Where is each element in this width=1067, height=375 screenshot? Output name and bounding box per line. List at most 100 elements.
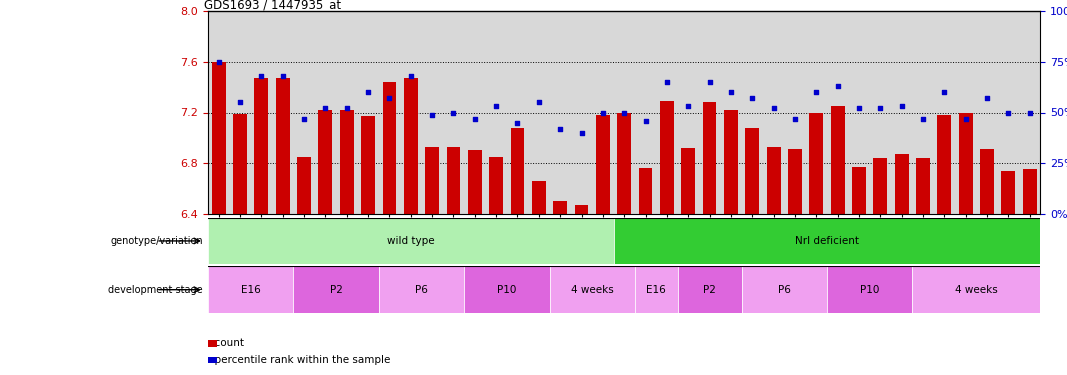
Bar <box>361 116 376 214</box>
Point <box>616 110 633 116</box>
Point <box>701 79 718 85</box>
Text: count: count <box>208 338 244 348</box>
Text: 4 weeks: 4 weeks <box>955 285 998 295</box>
Point <box>296 116 313 122</box>
Point <box>808 89 825 95</box>
Bar <box>297 157 312 214</box>
Bar <box>787 149 802 214</box>
Text: E16: E16 <box>241 285 260 295</box>
Point <box>637 118 654 124</box>
Point <box>488 104 505 110</box>
Point <box>594 110 611 116</box>
Point <box>402 73 419 79</box>
Bar <box>467 150 482 214</box>
Bar <box>464 266 550 313</box>
Bar <box>1022 170 1036 214</box>
Bar <box>208 266 293 313</box>
Bar <box>810 112 824 214</box>
Bar <box>912 266 1040 313</box>
Point <box>978 95 996 101</box>
Text: genotype/variation: genotype/variation <box>110 236 203 246</box>
Point <box>552 126 569 132</box>
Point <box>658 79 675 85</box>
Text: P2: P2 <box>703 285 716 295</box>
Bar <box>980 149 994 214</box>
Bar <box>208 217 614 264</box>
Point <box>957 116 974 122</box>
Bar <box>404 78 418 214</box>
Bar <box>724 110 738 214</box>
Point <box>829 83 846 89</box>
Bar <box>382 82 397 214</box>
Bar <box>595 115 610 214</box>
Bar <box>379 266 464 313</box>
Point <box>765 105 782 111</box>
Bar <box>554 201 568 214</box>
Bar <box>830 106 845 214</box>
Point <box>872 105 889 111</box>
Point <box>850 105 867 111</box>
Point <box>680 104 697 110</box>
Bar <box>510 128 524 214</box>
Text: GDS1693 / 1447935_at: GDS1693 / 1447935_at <box>204 0 341 11</box>
Bar <box>659 101 674 214</box>
Bar <box>211 62 226 214</box>
Point <box>509 120 526 126</box>
Point <box>936 89 953 95</box>
Point <box>893 104 910 110</box>
Text: P2: P2 <box>330 285 343 295</box>
Text: percentile rank within the sample: percentile rank within the sample <box>208 355 391 365</box>
Point <box>338 105 355 111</box>
Bar <box>915 158 929 214</box>
Bar <box>1001 171 1015 214</box>
Bar <box>575 205 589 214</box>
Point <box>573 130 590 136</box>
Point <box>232 99 249 105</box>
Text: P6: P6 <box>415 285 428 295</box>
Bar <box>531 181 545 214</box>
Bar <box>319 110 333 214</box>
Point <box>360 89 377 95</box>
Bar <box>742 266 827 313</box>
Bar <box>678 266 742 313</box>
Bar <box>638 168 653 214</box>
Bar <box>254 78 268 214</box>
Bar <box>339 110 353 214</box>
Bar <box>425 147 440 214</box>
Text: wild type: wild type <box>387 236 434 246</box>
Bar <box>746 128 760 214</box>
Bar <box>490 157 504 214</box>
Point <box>722 89 739 95</box>
Bar <box>293 266 379 313</box>
Point <box>317 105 334 111</box>
Text: P10: P10 <box>497 285 516 295</box>
Bar <box>766 147 781 214</box>
Point <box>466 116 483 122</box>
Bar <box>275 78 290 214</box>
Bar <box>703 102 717 214</box>
Bar <box>873 158 888 214</box>
Bar <box>827 266 912 313</box>
Text: development stage: development stage <box>108 285 203 295</box>
Point <box>914 116 931 122</box>
Bar <box>937 115 952 214</box>
Point <box>786 116 803 122</box>
Bar <box>446 147 461 214</box>
Text: P10: P10 <box>860 285 879 295</box>
Text: E16: E16 <box>647 285 666 295</box>
Text: 4 weeks: 4 weeks <box>571 285 614 295</box>
Text: Nrl deficient: Nrl deficient <box>795 236 859 246</box>
Bar <box>958 112 973 214</box>
Bar <box>851 167 866 214</box>
Point <box>530 99 547 105</box>
Bar <box>681 148 696 214</box>
Point <box>381 95 398 101</box>
Point <box>253 73 270 79</box>
Point <box>445 110 462 116</box>
Point <box>210 59 227 65</box>
Bar <box>233 114 248 214</box>
Bar <box>550 266 635 313</box>
Text: P6: P6 <box>778 285 791 295</box>
Point <box>744 95 761 101</box>
Point <box>424 111 441 117</box>
